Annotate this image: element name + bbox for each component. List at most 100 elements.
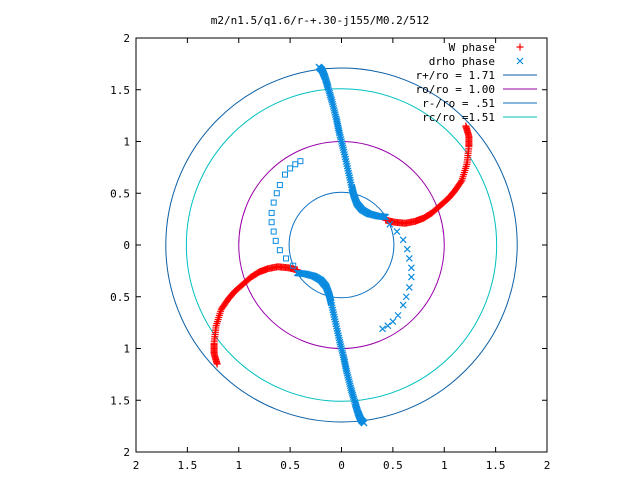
x-tick-label: 1.5 bbox=[486, 459, 506, 472]
legend-label: r+/ro = 1.71 bbox=[416, 69, 495, 82]
data-point bbox=[462, 123, 470, 131]
data-point bbox=[389, 318, 397, 326]
data-point bbox=[344, 374, 352, 381]
data-point bbox=[329, 102, 337, 110]
data-points bbox=[210, 63, 473, 427]
data-point bbox=[405, 255, 413, 262]
y-tick-label: 2 bbox=[123, 446, 130, 459]
data-point bbox=[338, 345, 345, 352]
data-point bbox=[290, 262, 297, 269]
x-tick-label: 1.5 bbox=[177, 459, 197, 472]
data-point bbox=[399, 301, 407, 309]
data-point bbox=[338, 138, 345, 145]
data-point bbox=[325, 87, 333, 95]
data-point bbox=[331, 111, 339, 119]
y-tick-label: 0.5 bbox=[110, 291, 130, 304]
legend-label: rc/ro =1.51 bbox=[422, 111, 495, 124]
data-point bbox=[332, 113, 340, 121]
data-point bbox=[213, 320, 221, 328]
x-tick-label: 1 bbox=[441, 459, 448, 472]
data-point bbox=[287, 165, 294, 172]
data-point bbox=[219, 303, 227, 311]
data-point bbox=[384, 322, 392, 330]
data-point bbox=[405, 284, 413, 291]
x-tick-label: 2 bbox=[133, 459, 140, 472]
data-point bbox=[213, 359, 221, 367]
data-point bbox=[339, 144, 347, 152]
data-point bbox=[268, 209, 275, 216]
data-point bbox=[337, 136, 345, 143]
data-point bbox=[456, 179, 464, 187]
data-point bbox=[336, 338, 344, 346]
legend-label: drho phase bbox=[429, 55, 495, 68]
data-point bbox=[337, 133, 344, 141]
data-point bbox=[516, 43, 524, 51]
data-point bbox=[276, 181, 283, 188]
legend-label: ro/ro = 1.00 bbox=[416, 83, 495, 96]
data-point bbox=[394, 311, 402, 319]
data-point bbox=[268, 219, 275, 226]
circle-series bbox=[165, 67, 518, 423]
data-point bbox=[344, 371, 352, 379]
data-point bbox=[315, 63, 323, 71]
y-tick-label: 0 bbox=[123, 239, 130, 252]
chart-title: m2/n1.5/q1.6/r-+.30-j155/M0.2/512 bbox=[211, 14, 430, 27]
y-tick-label: 0.5 bbox=[110, 187, 130, 200]
data-point bbox=[345, 378, 353, 386]
data-point bbox=[338, 347, 346, 354]
data-point bbox=[407, 273, 415, 281]
y-tick-label: 1 bbox=[123, 136, 130, 149]
data-point bbox=[457, 178, 465, 186]
data-point bbox=[346, 380, 354, 388]
data-point bbox=[330, 313, 338, 321]
data-point bbox=[337, 340, 344, 348]
data-point bbox=[407, 264, 415, 272]
circle-series bbox=[288, 191, 395, 299]
data-point bbox=[333, 118, 341, 126]
y-tick-label: 1.5 bbox=[110, 84, 130, 97]
data-point bbox=[379, 325, 387, 333]
data-point bbox=[338, 140, 346, 147]
data-point bbox=[343, 369, 351, 377]
data-point bbox=[350, 395, 358, 403]
data-point bbox=[402, 293, 410, 301]
data-point bbox=[386, 220, 394, 228]
data-point bbox=[331, 109, 339, 116]
data-point bbox=[218, 304, 226, 312]
data-point bbox=[272, 237, 279, 244]
data-point bbox=[337, 343, 345, 350]
y-tick-label: 1 bbox=[123, 343, 130, 356]
data-point bbox=[345, 376, 353, 383]
data-point bbox=[360, 419, 368, 427]
data-point bbox=[276, 247, 283, 254]
data-point bbox=[342, 364, 350, 372]
data-point bbox=[462, 162, 470, 170]
data-point bbox=[330, 107, 338, 114]
circle-series bbox=[185, 88, 498, 402]
data-point bbox=[273, 190, 280, 197]
data-point bbox=[339, 142, 346, 150]
data-point bbox=[292, 161, 299, 168]
data-point bbox=[393, 228, 401, 235]
data-point bbox=[516, 57, 524, 65]
data-point bbox=[346, 382, 354, 390]
x-tick-label: 0.5 bbox=[280, 459, 300, 472]
x-tick-label: 2 bbox=[544, 459, 551, 472]
data-point bbox=[403, 245, 411, 253]
legend-label: W phase bbox=[449, 41, 495, 54]
data-point bbox=[297, 158, 304, 165]
data-point bbox=[281, 171, 288, 178]
y-tick-label: 1.5 bbox=[110, 394, 130, 407]
x-tick-label: 1 bbox=[235, 459, 242, 472]
data-point bbox=[341, 151, 349, 158]
data-point bbox=[270, 228, 277, 235]
data-point bbox=[329, 100, 337, 108]
data-point bbox=[345, 169, 353, 177]
data-point bbox=[399, 236, 407, 244]
data-point bbox=[330, 104, 338, 112]
y-tick-label: 2 bbox=[123, 32, 130, 45]
data-point bbox=[339, 349, 346, 357]
data-point bbox=[283, 255, 290, 262]
